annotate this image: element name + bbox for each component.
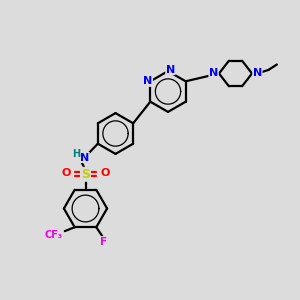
Text: O: O — [61, 168, 70, 178]
Text: N: N — [209, 68, 218, 79]
Text: H: H — [72, 149, 81, 159]
Text: N: N — [166, 64, 175, 75]
Text: N: N — [80, 152, 89, 163]
Text: S: S — [81, 168, 90, 181]
Text: F: F — [100, 237, 107, 247]
Text: O: O — [100, 168, 110, 178]
Text: N: N — [143, 76, 153, 86]
Text: N: N — [253, 68, 262, 79]
Text: CF₃: CF₃ — [45, 230, 63, 240]
